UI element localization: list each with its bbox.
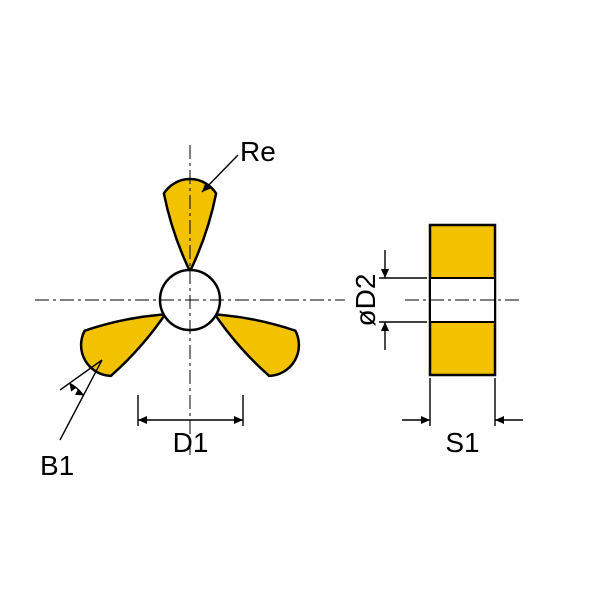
label-s1: S1 — [445, 427, 479, 458]
label-d2: øD2 — [350, 274, 381, 327]
label-b1: B1 — [40, 450, 74, 481]
label-re: Re — [240, 136, 276, 167]
label-d1: D1 — [173, 427, 209, 458]
